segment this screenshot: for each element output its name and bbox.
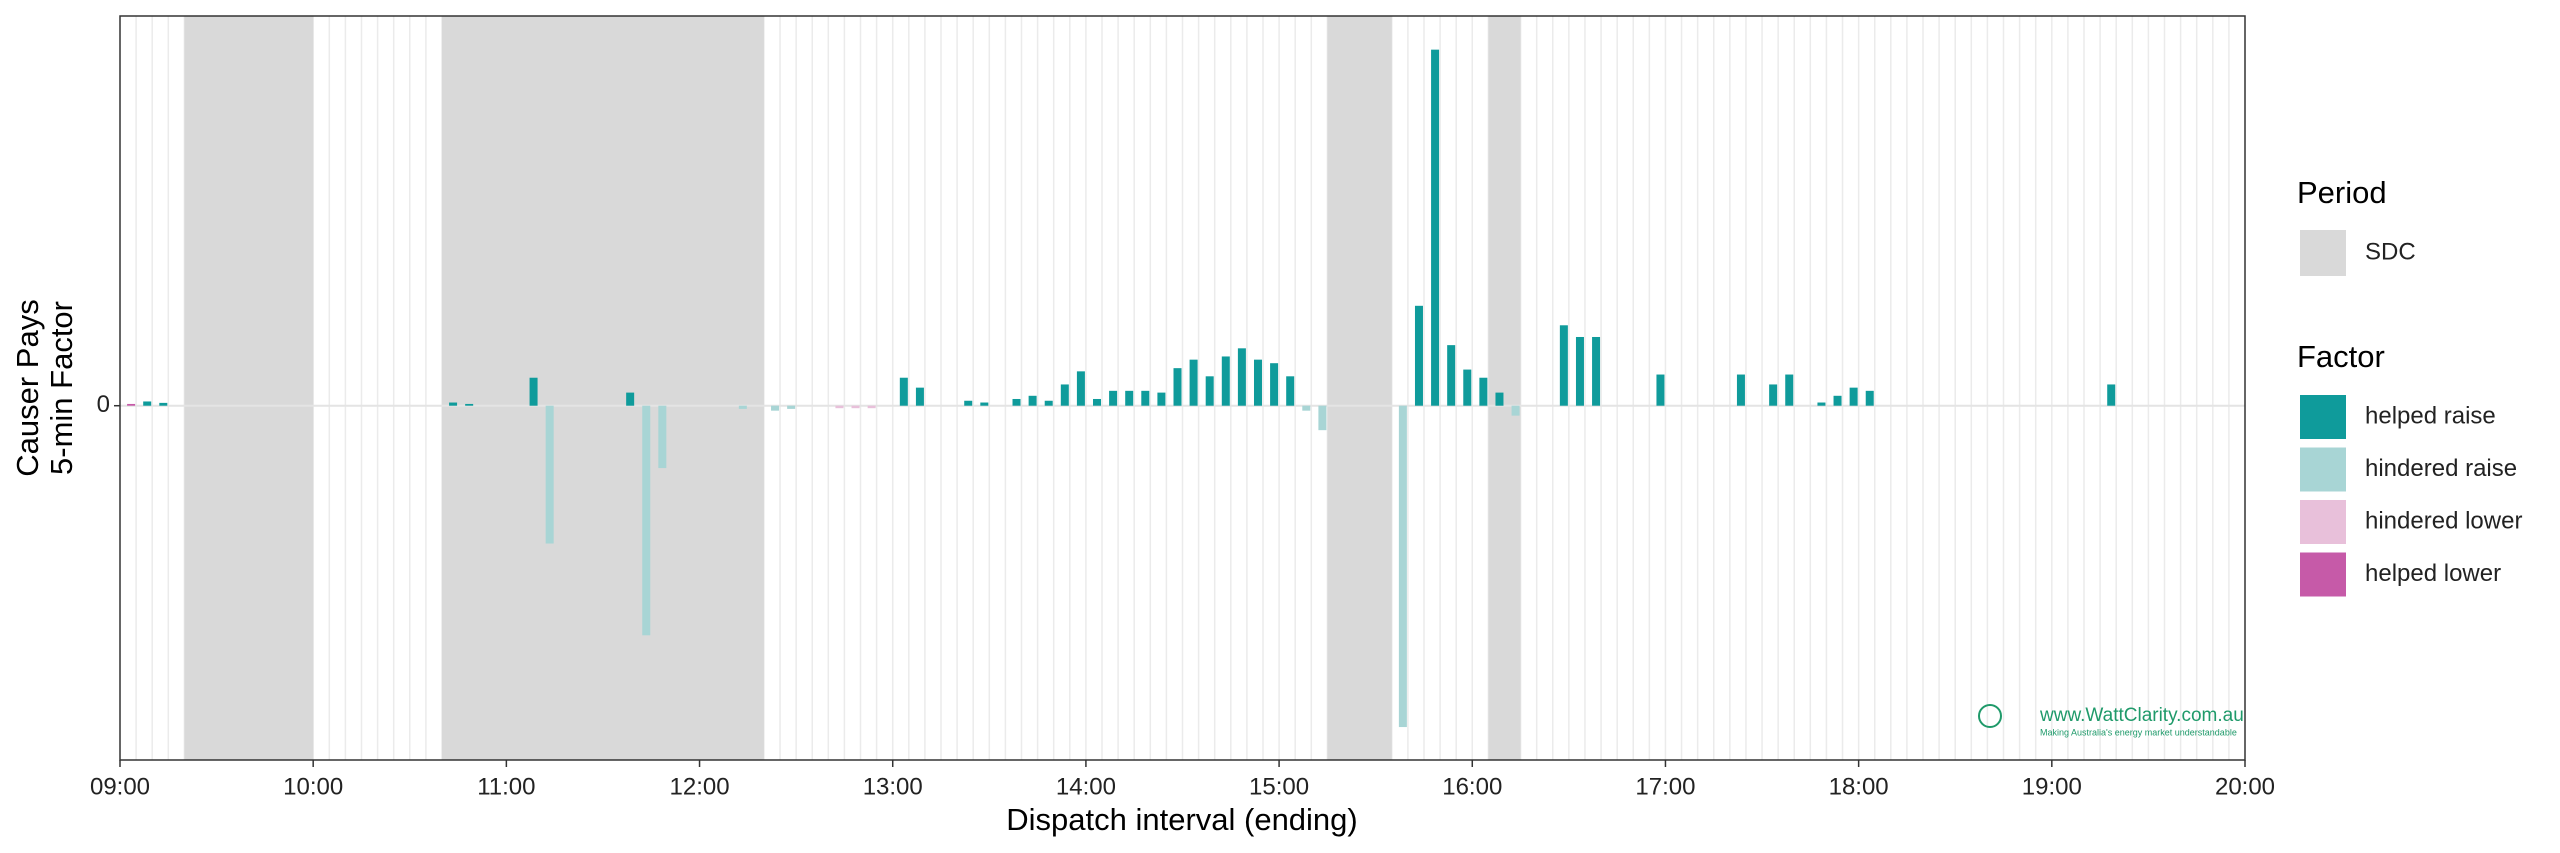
legend-key xyxy=(2300,552,2346,597)
bar xyxy=(159,402,168,406)
x-tick-label: 20:00 xyxy=(2215,773,2275,800)
x-tick-label: 10:00 xyxy=(283,773,343,800)
legend-title: Factor xyxy=(2297,339,2385,374)
bar xyxy=(1463,369,1472,406)
bar xyxy=(1414,305,1423,406)
bar xyxy=(1012,398,1021,406)
legend-key xyxy=(2300,230,2346,276)
bar xyxy=(851,405,860,409)
bar xyxy=(1286,376,1295,406)
y-axis-title: 5-min Factor xyxy=(44,301,79,475)
x-tick-label: 09:00 xyxy=(90,773,150,800)
bar xyxy=(1785,374,1794,406)
bar xyxy=(1253,359,1262,406)
watermark: www.WattClarity.com.au xyxy=(2039,705,2244,726)
bar xyxy=(1736,374,1745,406)
sdc-period xyxy=(1327,16,1392,760)
legend-key xyxy=(2300,447,2346,492)
bar xyxy=(465,403,474,406)
plot-layer xyxy=(120,16,2245,760)
y-axis-title: Causer Pays xyxy=(10,299,45,476)
bar xyxy=(1076,371,1085,406)
bar xyxy=(787,405,796,409)
bar xyxy=(980,402,989,406)
bar xyxy=(1592,336,1601,406)
bar xyxy=(626,392,635,406)
bar xyxy=(1125,390,1134,406)
bar xyxy=(529,377,538,406)
bar xyxy=(1447,345,1456,406)
x-tick-label: 18:00 xyxy=(1829,773,1889,800)
y-tick-label: 0 xyxy=(97,391,110,418)
bar xyxy=(127,403,136,406)
legend-label: hindered lower xyxy=(2365,507,2522,534)
bar xyxy=(1849,387,1858,406)
bar xyxy=(899,377,908,406)
x-tick-label: 19:00 xyxy=(2022,773,2082,800)
bar xyxy=(449,402,458,406)
bar xyxy=(1109,390,1118,406)
bar xyxy=(1189,359,1198,406)
bar xyxy=(835,405,844,409)
plot-border xyxy=(119,15,2246,761)
bar xyxy=(915,387,924,406)
bar xyxy=(1173,368,1182,406)
bar xyxy=(1511,405,1520,416)
bar xyxy=(1318,405,1327,431)
bar xyxy=(1044,400,1053,406)
bar xyxy=(1157,392,1166,406)
bar xyxy=(545,405,554,544)
bar xyxy=(1575,336,1584,406)
bar xyxy=(1817,402,1826,406)
bar xyxy=(1479,377,1488,406)
x-tick-label: 16:00 xyxy=(1442,773,1502,800)
x-tick-label: 15:00 xyxy=(1249,773,1309,800)
legend-key xyxy=(2300,395,2346,439)
bar xyxy=(1221,356,1230,406)
bar xyxy=(1141,390,1150,406)
legend-label: helped lower xyxy=(2365,560,2501,587)
bar xyxy=(658,405,667,469)
bar xyxy=(1769,384,1778,406)
bar xyxy=(642,405,651,636)
bar xyxy=(2107,384,2116,406)
watermark-icon xyxy=(1978,704,2002,728)
legend-title: Period xyxy=(2297,175,2387,210)
sdc-period xyxy=(1488,16,1521,760)
legend-key xyxy=(2300,500,2346,544)
bar xyxy=(738,405,747,409)
sdc-period xyxy=(184,16,314,760)
x-tick-label: 11:00 xyxy=(477,773,535,800)
bar xyxy=(1028,395,1037,406)
bar xyxy=(1495,392,1504,406)
bar xyxy=(867,405,876,409)
bar xyxy=(1060,384,1069,406)
x-tick-label: 12:00 xyxy=(670,773,730,800)
x-axis-title: Dispatch interval (ending) xyxy=(1006,802,1358,837)
bar xyxy=(1205,376,1214,406)
legend-label: hindered raise xyxy=(2365,455,2517,482)
sdc-period xyxy=(441,16,764,760)
bar xyxy=(1302,405,1311,411)
bar xyxy=(143,401,152,406)
x-tick-label: 17:00 xyxy=(1635,773,1695,800)
bar xyxy=(1398,405,1407,728)
bar xyxy=(1833,395,1842,406)
legend-label: SDC xyxy=(2365,238,2416,265)
bar xyxy=(1559,325,1568,406)
bar xyxy=(1431,49,1440,406)
bar xyxy=(1093,398,1102,406)
watermark-tagline: Making Australia's energy market underst… xyxy=(2040,727,2237,737)
bar xyxy=(964,400,973,406)
bar xyxy=(1270,363,1279,406)
legend-label: helped raise xyxy=(2365,402,2496,429)
bar xyxy=(1656,374,1665,406)
bar xyxy=(771,405,780,411)
x-tick-label: 13:00 xyxy=(863,773,923,800)
bar xyxy=(1237,348,1246,406)
x-tick-label: 14:00 xyxy=(1056,773,1116,800)
bar xyxy=(1865,390,1874,406)
